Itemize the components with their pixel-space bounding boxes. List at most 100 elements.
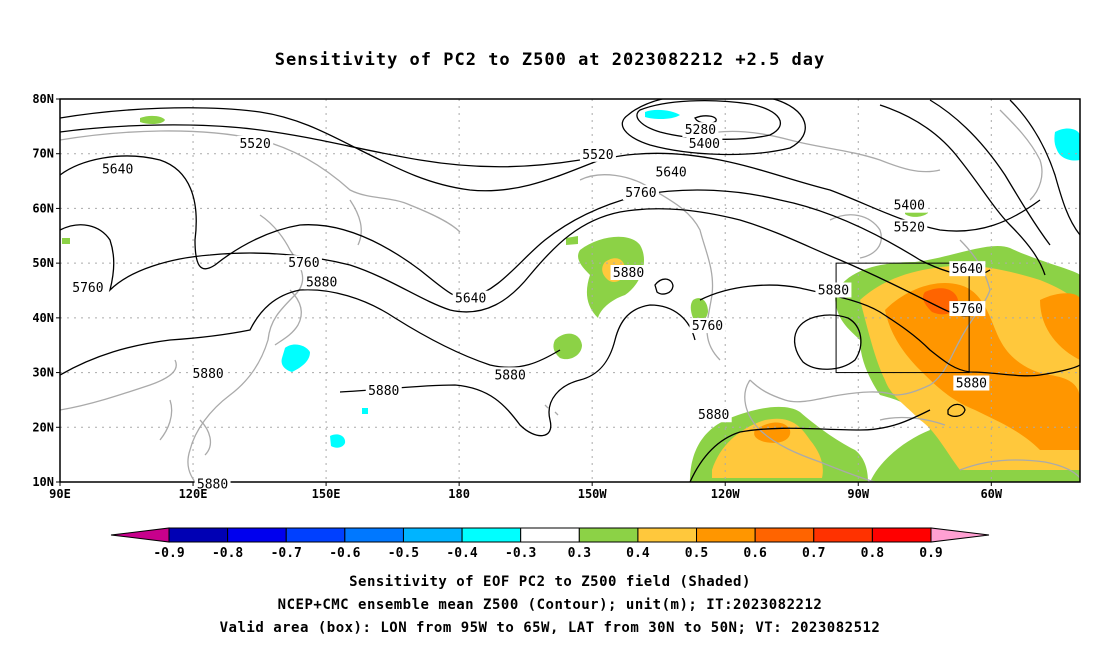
contour-label: 5400 [689,137,720,152]
colorbar-cell [227,527,287,543]
colorbar-label: -0.5 [388,546,419,561]
colorbar-label: -0.6 [329,546,360,561]
contour-5760 [60,208,981,317]
lat-tick-label: 80N [32,92,54,106]
contour-label: 5640 [455,292,486,307]
shade-pac-sw [553,333,582,360]
shade-cyan-2 [1054,128,1080,161]
colorbar-cell [754,527,815,543]
shade-cyan-4 [330,434,346,448]
colorbar-cell [285,527,346,543]
lon-tick-label: 90W [847,487,869,501]
colorbar-label: -0.8 [212,546,243,561]
coast-japan [274,289,302,346]
contour-low-alaska [636,99,782,140]
contour-label-bg [815,282,852,298]
contour-label: 5880 [818,284,849,299]
shade-gulf-yellow [712,418,823,478]
longitude-ticks: 90E 120E 150E 180 150W 120W 90W 60W [49,482,1003,501]
contour-arctic-north [60,124,581,168]
map-frame [59,98,1081,483]
colorbar-cell [696,527,756,543]
coast-gulf [749,379,896,403]
contour-label: 5760 [72,281,103,296]
shade-dot1 [62,238,70,244]
contour-pac-low [654,278,674,295]
lat-tick-label: 70N [32,147,54,161]
contour-caribbean [947,403,966,417]
contour-label-bg [610,264,647,280]
coast-mexico [744,379,876,482]
lon-tick-label: 120E [179,487,208,501]
contour-5880-west [60,289,561,376]
contour-label-bg [69,279,106,295]
caption-contour: NCEP+CMC ensemble mean Z500 (Contour); u… [277,597,823,613]
contour-greenland [1009,99,1080,236]
colorbar-right-triangle [930,527,990,543]
contour-label-bg [689,318,726,334]
contour-label: 5640 [102,163,133,178]
colorbar-cell [578,527,639,543]
colorbar-cell [402,527,463,543]
colorbar-cell [520,527,580,543]
contour-label: 5880 [197,478,228,493]
valid-area-box [835,262,970,374]
lat-tick-label: 20N [32,420,54,434]
contour-label: 5880 [698,408,729,423]
contour-label-bg [891,197,928,213]
lat-tick-label: 60N [32,201,54,215]
coast-philippines [159,399,212,456]
contour-label: 5760 [952,302,983,317]
colorbar-label: -0.7 [271,546,302,561]
lat-tick-label: 30N [32,366,54,380]
contour-label-bg [285,255,322,271]
contour-label-bg [686,135,723,151]
colorbar-cell [813,527,873,543]
lon-tick-label: 90E [49,487,71,501]
colorbar-label: 0.3 [568,546,591,561]
colorbar-cell [637,527,698,543]
contour-label-bg [194,476,231,492]
colorbar-label: 0.9 [919,546,942,561]
coast-asia-east [187,214,304,482]
shade-dot2 [566,236,578,245]
contour-label: 5880 [494,368,525,383]
contour-label-bg [237,135,274,151]
coast-canada-arctic [699,130,941,173]
contour-label-bg [190,366,227,382]
contour-label: 5280 [685,123,716,138]
lon-tick-label: 150E [312,487,341,501]
contour-label: 5400 [894,199,925,214]
caption-valid-area: Valid area (box): LON from 95W to 65W, L… [219,620,881,636]
contour-label: 5640 [655,165,686,180]
lon-tick-label: 180 [448,487,470,501]
coast-hawaii [544,404,559,416]
contour-label: 5880 [306,275,337,290]
contour-label-bg [682,122,719,138]
contour-canada-east [879,104,1046,276]
contour-label: 5880 [192,367,223,382]
coast-alaska [579,174,721,361]
contour-label: 5880 [368,384,399,399]
contour-label-bg [452,290,489,306]
contour-5880-south [689,409,931,482]
map-title: Sensitivity of PC2 to Z500 at 2023082212… [274,50,826,70]
coast-asia-china [60,359,177,411]
contour-label-bg [492,367,529,383]
shade-pac-mid [690,298,708,322]
gridlines [60,99,1080,482]
colorbar-label: 0.7 [802,546,825,561]
colorbar-label: -0.9 [153,546,184,561]
contour-label-bg [695,407,732,423]
coast-greenland [999,109,1043,201]
contour-label: 5640 [952,262,983,277]
contour-label: 5520 [239,137,270,152]
lat-tick-label: 10N [32,475,54,489]
latitude-ticks: 80N 70N 60N 50N 40N 30N 20N 10N [32,92,60,489]
lat-tick-label: 50N [32,256,54,270]
contour-low-alaska-inner [694,115,717,125]
colorbar-label: 0.8 [861,546,885,561]
colorbar-label: 0.4 [626,546,650,561]
coast-asia-north [60,130,461,233]
contour-atl-high [793,314,862,370]
